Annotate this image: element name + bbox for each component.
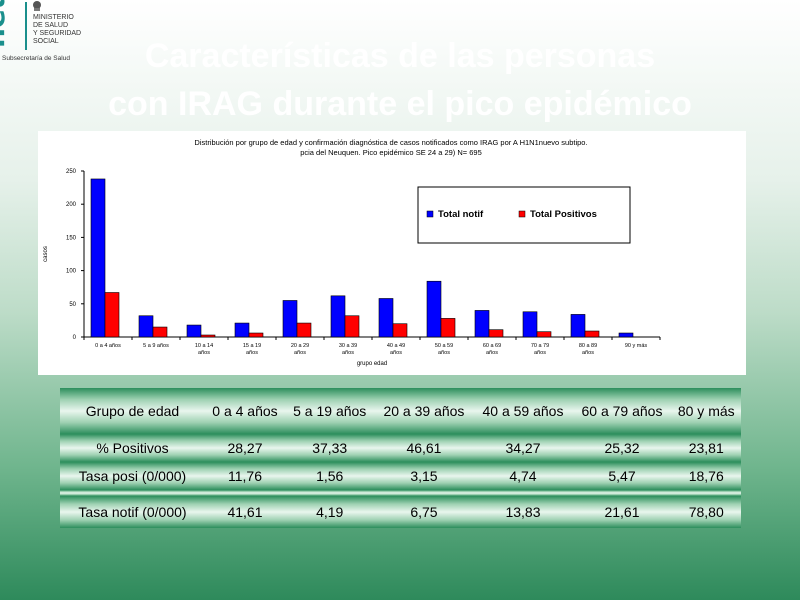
y-tick-label: 50 (69, 302, 76, 308)
chart-panel: Distribución por grupo de edad y confirm… (38, 131, 746, 375)
bar-total-notif (330, 295, 346, 338)
bar-total-positivos (152, 326, 168, 338)
bar-chart: Distribución por grupo de edad y confirm… (43, 138, 661, 367)
bar-total-notif (522, 311, 538, 338)
table-cell: 4,74 (509, 468, 537, 484)
x-tick-label: 10 a 14 años (195, 343, 213, 356)
legend-label-total-positivos: Total Positivos (530, 209, 597, 220)
x-tick-label: 30 a 39 años (339, 343, 357, 356)
bar-total-notif (282, 300, 298, 338)
bar-total-positivos (584, 330, 600, 338)
row-label: % Positivos (96, 440, 169, 456)
bar-total-notif (138, 315, 154, 338)
chart-subtitle: pcia del Neuquen. Pico epidémico SE 24 a… (300, 148, 482, 157)
bar-total-notif (234, 322, 250, 338)
bar-total-notif (426, 280, 442, 338)
ministry-logo: neu MINISTERIO DE SALUD Y SEGURIDAD SOCI… (0, 0, 92, 66)
bar-total-notif (90, 178, 106, 338)
table-row: Tasa notif (0/000) 41,61 4,19 6,75 13,83… (60, 496, 741, 528)
header-cell: 80 y más (677, 403, 735, 419)
header-cell: 60 a 79 años (581, 403, 663, 419)
bar-total-notif (570, 314, 586, 338)
table-cell: 25,32 (604, 440, 640, 456)
crest-icon (33, 1, 41, 11)
bar-total-positivos (248, 332, 264, 338)
table-cell: 1,56 (316, 468, 344, 484)
table-cell: 18,76 (688, 468, 724, 484)
header-cell: Grupo de edad (85, 403, 180, 419)
table-cell: 13,83 (505, 504, 541, 520)
table-cell: 5,47 (608, 468, 636, 484)
x-tick-label: 60 a 69 años (483, 343, 501, 356)
age-group-table: Grupo de edad 0 a 4 años 5 a 19 años 20 … (60, 388, 741, 528)
header-cell: 5 a 19 años (293, 403, 367, 419)
header-cell: 40 a 59 años (482, 403, 564, 419)
table-cell: 11,76 (227, 468, 262, 484)
y-tick-label: 250 (66, 169, 77, 175)
table-cell: 37,33 (312, 440, 348, 456)
bar-total-positivos (296, 322, 312, 338)
x-tick-label: 90 y más (625, 343, 648, 349)
bar-total-positivos (392, 323, 408, 338)
header-cell: 20 a 39 años (383, 403, 465, 419)
bar-total-positivos (440, 318, 456, 338)
table-cell: 78,80 (688, 504, 724, 520)
y-axis-label: casos (43, 246, 49, 262)
x-tick-label: 40 a 49 años (387, 343, 405, 356)
bar-total-positivos (344, 315, 360, 338)
logo-divider (25, 2, 27, 50)
y-tick-label: 150 (66, 235, 77, 241)
x-axis-label: grupo edad (357, 361, 387, 367)
bar-total-notif (618, 332, 634, 338)
row-label: Tasa posi (0/000) (78, 468, 187, 484)
bar-total-positivos (536, 331, 552, 338)
bar-total-positivos (200, 334, 216, 338)
table-cell: 4,19 (316, 504, 344, 520)
bar-total-positivos (488, 329, 504, 338)
y-tick-label: 0 (73, 335, 77, 341)
x-tick-label: 20 a 29 años (291, 343, 309, 356)
table-cell: 3,15 (410, 468, 438, 484)
x-tick-label: 50 a 59 años (435, 343, 453, 356)
table-cell: 23,81 (688, 440, 724, 456)
bar-total-notif (474, 310, 490, 338)
x-tick-label: 80 a 89 años (579, 343, 597, 356)
chart-title: Distribución por grupo de edad y confirm… (194, 138, 587, 147)
x-tick-label: 0 a 4 años (95, 343, 121, 349)
bar-total-notif (378, 298, 394, 338)
x-tick-label: 15 a 19 años (243, 343, 261, 356)
row-label: Tasa notif (0/000) (78, 504, 187, 520)
title-line-1: Características de las personas (144, 37, 656, 75)
x-tick-label: 70 a 79 años (531, 343, 549, 356)
legend-label-total-notif: Total notif (438, 209, 484, 220)
table-cell: 6,75 (410, 504, 438, 520)
table-row: % Positivos 28,27 37,33 46,61 34,27 25,3… (60, 434, 741, 462)
y-tick-label: 100 (66, 269, 77, 275)
legend-swatch-total-notif (426, 210, 434, 218)
table-header-row: Grupo de edad 0 a 4 años 5 a 19 años 20 … (60, 388, 741, 434)
slide-title: Características de las personas con IRAG… (40, 32, 760, 128)
header-cell: 0 a 4 años (212, 403, 278, 419)
logo-subtitle: Subsecretaría de Salud (2, 55, 70, 62)
title-line-2: con IRAG durante el pico epidémico (108, 85, 692, 123)
x-tick-label: 5 a 9 años (143, 343, 169, 349)
y-tick-label: 200 (66, 202, 77, 208)
bar-total-positivos (104, 292, 120, 338)
logo-letters: neu (0, 0, 11, 48)
table-row: Tasa posi (0/000) 11,76 1,56 3,15 4,74 5… (60, 462, 741, 490)
legend-swatch-total-positivos (518, 210, 526, 218)
table-cell: 21,61 (604, 504, 640, 520)
table-cell: 28,27 (227, 440, 263, 456)
table-cell: 34,27 (505, 440, 541, 456)
table-cell: 41,61 (227, 504, 263, 520)
table-cell: 46,61 (406, 440, 442, 456)
logo-org-name: MINISTERIO DE SALUD Y SEGURIDAD SOCIAL (33, 14, 82, 45)
bar-total-notif (186, 324, 202, 338)
